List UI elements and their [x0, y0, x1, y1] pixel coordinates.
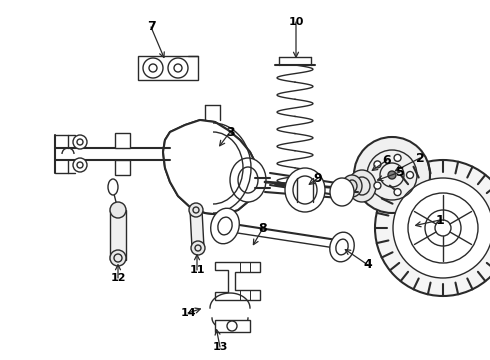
Circle shape [435, 220, 451, 236]
Text: 10: 10 [288, 17, 304, 27]
Polygon shape [115, 133, 130, 148]
Text: 6: 6 [383, 153, 392, 166]
Text: 1: 1 [436, 213, 444, 226]
Text: 13: 13 [212, 342, 228, 352]
Text: 8: 8 [259, 221, 268, 234]
Circle shape [375, 160, 490, 296]
Ellipse shape [285, 168, 325, 212]
Ellipse shape [348, 170, 376, 202]
Polygon shape [138, 56, 198, 80]
Text: 2: 2 [416, 152, 424, 165]
Text: 5: 5 [395, 166, 404, 179]
Ellipse shape [108, 179, 118, 195]
Circle shape [143, 58, 163, 78]
Circle shape [168, 58, 188, 78]
Ellipse shape [330, 178, 354, 206]
Text: 11: 11 [189, 265, 205, 275]
Circle shape [407, 171, 414, 179]
Polygon shape [163, 120, 258, 215]
Polygon shape [163, 120, 258, 215]
Text: 4: 4 [364, 258, 372, 271]
Polygon shape [110, 210, 126, 260]
Ellipse shape [330, 232, 354, 262]
Circle shape [374, 161, 381, 168]
Polygon shape [215, 320, 250, 332]
Text: 3: 3 [226, 126, 234, 139]
Circle shape [110, 202, 126, 218]
Circle shape [110, 250, 126, 266]
Circle shape [408, 193, 478, 263]
Circle shape [73, 135, 87, 149]
Text: 14: 14 [180, 308, 196, 318]
Text: 9: 9 [314, 171, 322, 184]
Circle shape [394, 154, 401, 161]
Polygon shape [215, 262, 260, 300]
Polygon shape [190, 210, 204, 248]
Text: 7: 7 [147, 21, 155, 33]
Circle shape [227, 321, 237, 331]
Circle shape [393, 178, 490, 278]
Circle shape [189, 203, 203, 217]
Circle shape [425, 210, 461, 246]
Circle shape [354, 137, 430, 213]
Ellipse shape [211, 208, 239, 244]
Text: 12: 12 [110, 273, 126, 283]
Ellipse shape [342, 175, 362, 197]
Polygon shape [115, 160, 130, 175]
Circle shape [394, 189, 401, 195]
Circle shape [191, 241, 205, 255]
Circle shape [388, 171, 396, 179]
Ellipse shape [230, 158, 266, 202]
Circle shape [374, 182, 381, 189]
Circle shape [73, 158, 87, 172]
